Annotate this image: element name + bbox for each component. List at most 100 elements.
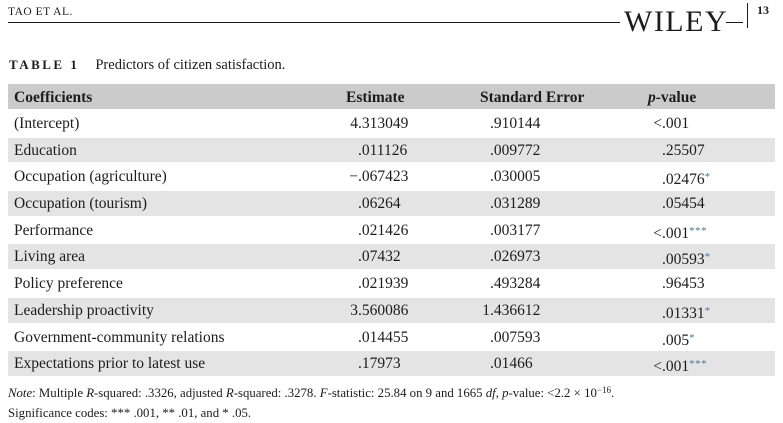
fraction-part: .007593 [490, 329, 540, 346]
fraction-part: .01466 [490, 355, 533, 372]
integer-part: < [600, 221, 662, 243]
cell-p: .96453 [600, 271, 775, 296]
text-segment: Coefficients [14, 89, 92, 106]
cell-p: <.001*** [600, 351, 775, 376]
cell-p: <.001*** [600, 218, 775, 243]
table-label: TABLE 1 [9, 57, 79, 72]
text-segment: -statistic: 25.84 on 9 and 1665 [328, 386, 486, 400]
table-row: Expectations prior to latest use.17973 .0… [8, 351, 775, 378]
cell-p: <.001 [600, 111, 775, 136]
integer-part: − [338, 164, 358, 189]
cell-p: .05454 [600, 191, 775, 216]
fraction-part: .00593 [662, 251, 705, 268]
page-number: 13 [757, 3, 769, 18]
text-segment: -squared: .3278. [234, 386, 320, 400]
cell-coefficient: Occupation (tourism) [8, 191, 338, 216]
text-segment: df [486, 386, 496, 400]
fraction-part: .011126 [358, 142, 407, 159]
cell-se: .007593 [460, 325, 600, 350]
cell-coefficient: Government-community relations [8, 325, 338, 350]
fraction-part: .030005 [490, 168, 540, 185]
fraction-part: .05454 [662, 195, 705, 212]
header-coefficients: Coefficients [8, 84, 338, 109]
significance-stars: *** [689, 358, 707, 370]
significance-stars: * [705, 171, 711, 183]
cell-estimate: .011126 [338, 138, 460, 163]
footnote-note: Note: Multiple R-squared: .3326, adjuste… [8, 381, 614, 404]
table-row: Education .011126 .009772 .25507 [8, 138, 775, 165]
fraction-part: .031289 [490, 195, 540, 212]
table-row: Policy preference.021939 .493284 .96453 [8, 271, 775, 298]
cell-se: .030005 [460, 164, 600, 189]
text-segment: F [320, 386, 328, 400]
cell-coefficient: Policy preference [8, 271, 338, 296]
fraction-part: .003177 [490, 222, 540, 239]
fraction-part: .313049 [358, 115, 408, 132]
cell-se: .493284 [460, 271, 600, 296]
cell-estimate: .17973 [338, 351, 460, 376]
header-estimate: Estimate [338, 84, 460, 109]
significance-stars: * [689, 332, 695, 344]
header-standard-error: Standard Error [460, 84, 600, 109]
fraction-part: .02476 [662, 171, 705, 188]
cell-p: .25507 [600, 138, 775, 163]
cell-se: .01466 [460, 351, 600, 376]
cell-estimate: .021426 [338, 218, 460, 243]
significance-stars: *** [689, 225, 707, 237]
cell-se: .026973 [460, 244, 600, 269]
fraction-part: .009772 [490, 142, 540, 159]
integer-part: < [600, 111, 662, 136]
cell-se: .009772 [460, 138, 600, 163]
text-segment: . [611, 386, 614, 400]
table-row: Government-community relations .014455 .00… [8, 325, 775, 352]
integer-part: < [600, 354, 662, 376]
text-segment: p [648, 89, 656, 106]
text-segment: Estimate [346, 89, 405, 106]
table-header-row: Coefficients Estimate Standard Error p-v… [8, 84, 775, 111]
significance-stars: * [705, 251, 711, 263]
header-p-value: p-value [600, 84, 775, 109]
cell-estimate: 4.313049 [338, 111, 460, 136]
fraction-part: .06264 [358, 195, 401, 212]
cell-coefficient: Expectations prior to latest use [8, 351, 338, 376]
table-row: Performance .021426 .003177 <.001*** [8, 218, 775, 245]
cell-coefficient: Occupation (agriculture) [8, 164, 338, 189]
cell-se: .031289 [460, 191, 600, 216]
masthead-rule-short [726, 22, 743, 23]
fraction-part: .014455 [358, 329, 408, 346]
text-segment: -value: <2.2 × 10 [509, 386, 597, 400]
table-footnote: Note: Multiple R-squared: .3326, adjuste… [8, 381, 614, 423]
cell-coefficient: Performance [8, 218, 338, 243]
page-number-divider [747, 3, 748, 28]
fraction-part: .001 [662, 115, 689, 132]
cell-p: .02476* [600, 164, 775, 189]
cell-estimate: .06264 [338, 191, 460, 216]
text-segment: Note [8, 386, 32, 400]
fraction-part: .436612 [490, 302, 540, 319]
significance-stars: * [705, 305, 711, 317]
text-segment: R [86, 386, 94, 400]
cell-p: .005* [600, 325, 775, 350]
cell-coefficient: (Intercept) [8, 111, 338, 136]
table-title: Predictors of citizen satisfaction. [95, 57, 285, 73]
fraction-part: .910144 [490, 115, 540, 132]
table-caption: TABLE 1 Predictors of citizen satisfactio… [9, 57, 285, 74]
text-segment: : Multiple [32, 386, 86, 400]
fraction-part: .021426 [358, 222, 408, 239]
cell-estimate: .021939 [338, 271, 460, 296]
fraction-part: .005 [662, 332, 689, 349]
cell-coefficient: Education [8, 138, 338, 163]
text-segment: -value [656, 89, 696, 106]
cell-estimate: .014455 [338, 325, 460, 350]
regression-table: Coefficients Estimate Standard Error p-v… [8, 84, 775, 378]
table-row: Occupation (tourism) .06264 .031289 .05454 [8, 191, 775, 218]
cell-estimate: 3.560086 [338, 298, 460, 323]
fraction-part: .493284 [490, 275, 540, 292]
cell-p: .00593* [600, 244, 775, 269]
footnote-significance-codes: Significance codes: *** .001, ** .01, an… [8, 404, 614, 423]
fraction-part: .067423 [358, 168, 408, 185]
fraction-part: .560086 [358, 302, 408, 319]
integer-part: 4 [338, 111, 358, 136]
running-head: TAO ET AL. [8, 6, 73, 18]
